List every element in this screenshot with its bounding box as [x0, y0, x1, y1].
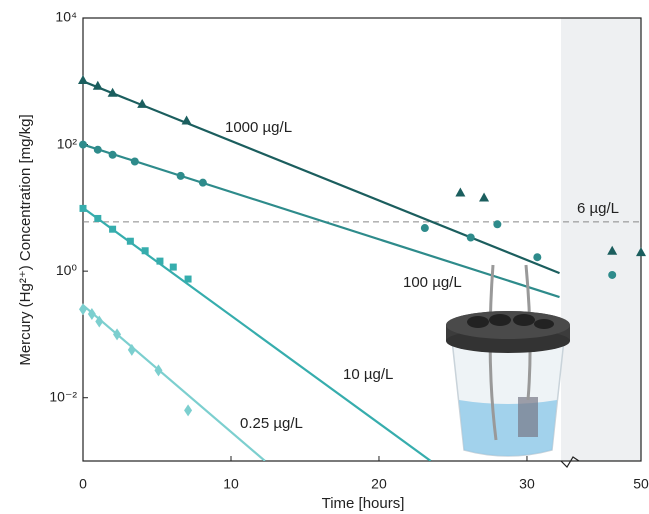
x-tick-label: 20 — [371, 476, 387, 492]
y-tick-label: 10² — [57, 135, 78, 151]
data-point — [108, 150, 117, 159]
fit-line — [83, 206, 432, 461]
data-point — [107, 87, 118, 97]
data-point — [130, 157, 139, 166]
data-point — [184, 404, 193, 417]
data-point — [79, 140, 87, 149]
series-label: 10 µg/L — [343, 366, 393, 383]
data-point — [636, 247, 646, 257]
fit-line — [83, 304, 266, 461]
y-axis-label: Mercury (Hg²⁺) Concentration [mg/kg] — [17, 114, 34, 365]
data-point — [198, 178, 207, 187]
data-point — [176, 171, 185, 180]
port — [513, 314, 535, 326]
data-point — [126, 237, 134, 245]
axis-break-region — [561, 18, 641, 461]
data-point — [87, 308, 96, 321]
data-point — [154, 364, 163, 377]
data-point — [79, 204, 87, 212]
fit-line — [83, 143, 560, 299]
x-tick-label: 50 — [633, 476, 649, 492]
wire — [488, 264, 498, 441]
data-point — [141, 247, 149, 255]
fit-line — [83, 80, 560, 275]
data-point — [93, 145, 102, 154]
data-point — [420, 224, 429, 233]
data-point — [79, 303, 87, 316]
data-point — [181, 115, 192, 125]
port — [467, 316, 489, 328]
data-point — [479, 192, 490, 202]
sample-holder — [518, 397, 538, 437]
data-point — [466, 233, 475, 242]
series-label: 0.25 µg/L — [240, 415, 303, 432]
x-axis-label: Time [hours] — [322, 495, 405, 512]
port — [534, 319, 554, 329]
data-point — [455, 187, 466, 197]
data-point — [493, 220, 502, 229]
data-point — [92, 80, 103, 90]
x-tick-label: 30 — [519, 476, 535, 492]
data-point — [608, 270, 617, 279]
x-tick-label: 10 — [223, 476, 239, 492]
data-point — [113, 328, 122, 341]
threshold-label: 6 µg/L — [577, 200, 619, 217]
data-point — [109, 225, 117, 233]
data-point — [94, 214, 102, 222]
jar-illustration — [446, 264, 570, 457]
series-label: 1000 µg/L — [225, 119, 292, 136]
data-point — [78, 74, 88, 84]
data-point — [533, 253, 542, 262]
data-point — [169, 263, 177, 271]
x-tick-label: 0 — [79, 476, 87, 492]
data-point — [95, 315, 104, 328]
plot-frame — [82, 17, 642, 462]
jar-water — [459, 400, 557, 456]
series-label: 100 µg/L — [403, 274, 462, 291]
y-tick-label: 10⁰ — [56, 262, 78, 278]
data-point — [156, 257, 164, 265]
data-point — [137, 98, 148, 108]
y-tick-label: 10⁴ — [55, 9, 77, 25]
port — [489, 314, 511, 326]
data-point — [184, 275, 192, 283]
data-point — [607, 245, 618, 255]
data-point — [127, 343, 136, 356]
axis-break-mark — [560, 456, 580, 468]
y-tick-label: 10⁻² — [49, 388, 77, 404]
